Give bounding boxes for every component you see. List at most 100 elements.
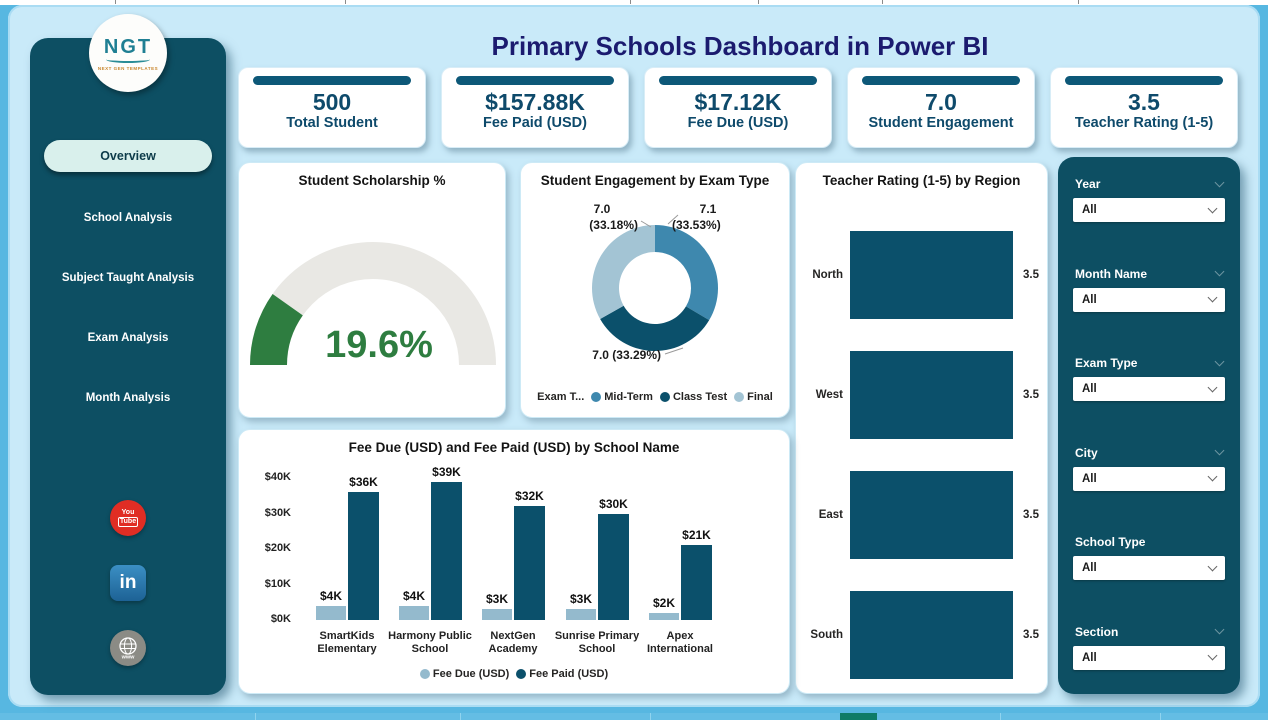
sidebar-item-subject-taught-analysis[interactable]: Subject Taught Analysis <box>61 272 195 284</box>
filter-selected-value: All <box>1082 383 1097 396</box>
legend-item-fee-due-usd[interactable]: Fee Due (USD) <box>419 668 510 680</box>
fee-chart-card: Fee Due (USD) and Fee Paid (USD) by Scho… <box>238 429 790 694</box>
kpi-accent-bar <box>253 76 411 85</box>
callout-line <box>664 347 684 355</box>
fee-paid-bar-smartkids-elementary[interactable] <box>348 492 379 620</box>
donut-slice-class-test[interactable] <box>600 305 710 352</box>
bar-value-label: 3.5 <box>1023 629 1039 641</box>
filter-dropdown-month-name[interactable]: All <box>1073 287 1225 312</box>
gauge-fill[interactable] <box>250 293 303 365</box>
chevron-down-icon <box>1207 203 1218 213</box>
chevron-down-icon <box>1207 382 1218 393</box>
fee-due-bar-sunrise-primary-school[interactable] <box>566 609 596 620</box>
fee-paid-value-label: $21K <box>682 528 711 543</box>
filter-dropdown-school-type[interactable]: All <box>1073 556 1225 581</box>
bar-track <box>850 591 1013 679</box>
ruler-tick <box>758 0 759 4</box>
fee-paid-bar-apex-international[interactable] <box>681 545 712 620</box>
filter-group-year: Year All <box>1073 177 1225 222</box>
x-axis-category-label: Sunrise Primary School <box>554 630 640 655</box>
ruler-tick <box>882 0 883 4</box>
fee-due-bar-harmony-public-school[interactable] <box>399 605 429 620</box>
chevron-down-icon <box>1214 356 1225 367</box>
legend-item-class-test[interactable]: Class Test <box>659 391 727 403</box>
scroll-track-line <box>460 713 461 720</box>
fee-paid-bar-nextgen-academy[interactable] <box>514 506 545 620</box>
sidebar-item-school-analysis[interactable]: School Analysis <box>83 212 173 224</box>
legend-item-mid-term[interactable]: Mid-Term <box>591 391 653 403</box>
kpi-value: 7.0 <box>925 89 957 115</box>
kpi-accent-bar <box>862 76 1020 85</box>
fee-paid-value-label: $30K <box>599 496 628 511</box>
ruler-tick <box>345 0 346 4</box>
filter-dropdown-city[interactable]: All <box>1073 466 1225 491</box>
bar-track <box>850 351 1013 439</box>
filter-group-city: City All <box>1073 446 1225 491</box>
teacher-bar-north[interactable] <box>850 231 1013 319</box>
donut-slice-mid-term[interactable] <box>655 225 719 321</box>
fee-paid-bar-harmony-public-school[interactable] <box>431 481 462 620</box>
teacher-bar-east[interactable] <box>850 471 1013 559</box>
filter-dropdown-section[interactable]: All <box>1073 645 1225 670</box>
fee-chart-plot: $40K $30K $20K $10K $0K $4K $36K SmartKids Elem… <box>239 430 789 693</box>
youtube-icon-text2: Tube <box>117 517 139 527</box>
sidebar-item-exam-analysis[interactable]: Exam Analysis <box>87 332 169 344</box>
sidebar-nav: Overview School Analysis Subject Taught An… <box>44 140 212 452</box>
teacher-bar-row-east: East 3.5 <box>806 471 1039 559</box>
filter-header: Year <box>1073 177 1225 191</box>
scrollbar-thumb[interactable] <box>840 713 877 720</box>
logo-subtext: NEXT GEN TEMPLATES <box>97 65 159 71</box>
donut-callout-pct: (33.53%) <box>672 218 721 232</box>
kpi-value: 500 <box>312 89 352 115</box>
fee-paid-value-label: $36K <box>349 475 378 490</box>
filter-group-exam-type: Exam Type All <box>1073 356 1225 402</box>
youtube-icon[interactable]: You Tube <box>110 500 146 536</box>
fee-due-bar-smartkids-elementary[interactable] <box>316 605 346 620</box>
sidebar-item-overview[interactable]: Overview <box>44 140 212 172</box>
ruler-tick <box>630 0 631 4</box>
kpi-card-teacher-rating-1-5: 3.5 Teacher Rating (1-5) <box>1050 67 1238 148</box>
legend-label: Fee Due (USD) <box>432 668 510 680</box>
bar-value-label: 3.5 <box>1023 269 1039 281</box>
bar-category-label: South <box>810 629 843 641</box>
bar-track <box>850 231 1013 319</box>
fee-due-value-label: $2K <box>652 595 675 610</box>
logo-text: NGT <box>103 35 153 58</box>
fee-due-bar-apex-international[interactable] <box>649 612 679 620</box>
donut-slice-final[interactable] <box>592 225 655 319</box>
fee-due-bar-nextgen-academy[interactable] <box>482 609 512 620</box>
ngt-logo: NGT NEXT GEN TEMPLATES <box>89 14 167 92</box>
bar-value-label: 3.5 <box>1023 389 1039 401</box>
kpi-label: Fee Paid (USD) <box>483 115 587 131</box>
chevron-down-icon <box>1214 266 1225 277</box>
filter-label: Year <box>1075 177 1101 191</box>
sidebar-social: You Tube in www <box>30 500 226 666</box>
chevron-down-icon <box>1207 292 1218 303</box>
scholarship-gauge-card: Student Scholarship % 19.6% <box>238 162 506 418</box>
donut-legend-title: Exam T... <box>537 391 585 403</box>
kpi-accent-bar <box>659 76 817 85</box>
x-axis-category-label: Apex International <box>646 630 713 655</box>
x-axis-category-label: NextGen Academy <box>488 630 538 655</box>
gauge-track <box>250 242 496 365</box>
legend-dot-icon <box>419 669 430 679</box>
linkedin-icon-text: in <box>119 572 137 593</box>
filter-dropdown-year[interactable]: All <box>1073 198 1225 222</box>
teacher-bar-south[interactable] <box>850 591 1013 679</box>
sidebar-item-month-analysis[interactable]: Month Analysis <box>85 392 171 404</box>
engagement-donut: 7.1 (33.53%) 7.0 (33.18%) 7.0 (33.29%) <box>589 202 721 362</box>
youtube-icon-text: You <box>121 509 135 516</box>
scroll-track-line <box>1160 713 1161 720</box>
filter-label: Month Name <box>1075 266 1147 281</box>
website-icon[interactable]: www <box>110 630 146 666</box>
fee-paid-bar-sunrise-primary-school[interactable] <box>598 513 629 620</box>
chevron-down-icon <box>1207 651 1218 661</box>
kpi-value: 3.5 <box>1128 89 1160 115</box>
donut-callout-value: 7.1 <box>700 202 717 216</box>
filter-dropdown-exam-type[interactable]: All <box>1073 377 1225 402</box>
teacher-bar-west[interactable] <box>850 351 1013 439</box>
legend-item-fee-paid-usd[interactable]: Fee Paid (USD) <box>516 668 608 680</box>
legend-item-final[interactable]: Final <box>734 391 773 403</box>
linkedin-icon[interactable]: in <box>110 565 146 601</box>
donut-callout: 7.0 (33.29%) <box>592 348 661 362</box>
